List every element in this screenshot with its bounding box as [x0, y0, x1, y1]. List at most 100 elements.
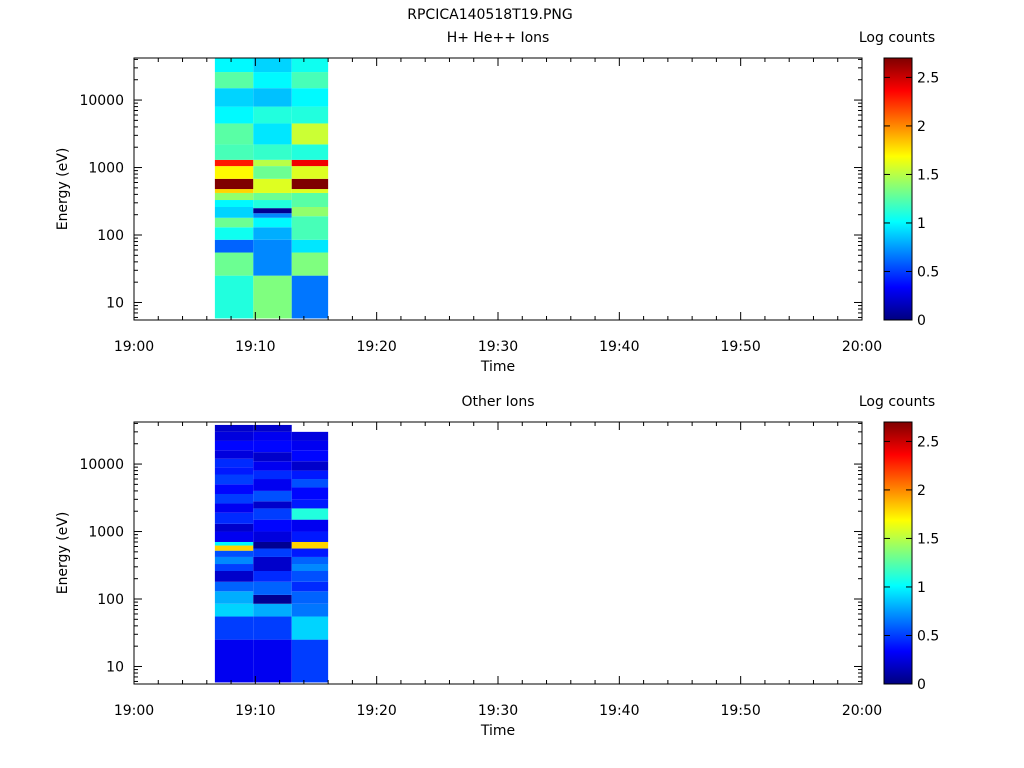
heatmap-cell-c2-b7	[253, 200, 292, 209]
x-axis-label: Time	[480, 723, 515, 739]
heatmap-cell-c3-b13	[291, 508, 329, 520]
x-tick-label: 19:20	[356, 703, 396, 719]
heatmap-cell-c2-b20	[253, 431, 292, 441]
x-tick-label: 20:00	[842, 339, 882, 355]
heatmap-cell-c1-b12	[214, 159, 254, 167]
heatmap-cell-c2-b15	[253, 88, 292, 107]
y-tick-label: 10000	[79, 93, 124, 109]
y-tick-label: 1000	[88, 161, 124, 177]
heatmap-cell-c3-b17	[291, 470, 329, 480]
heatmap-cell-c3-b18	[291, 461, 329, 471]
heatmap-cell-c2-b19	[253, 440, 292, 453]
heatmap-cell-c2-b15	[253, 479, 292, 491]
heatmap-cell-c1-b5	[214, 217, 254, 228]
y-axis-label: Energy (eV)	[55, 512, 71, 595]
x-tick-label: 19:30	[478, 703, 518, 719]
colorbar-tick-label: 0.5	[917, 628, 939, 644]
heatmap-cell-c1-b17	[214, 72, 254, 89]
heatmap-cell-c1-b16	[214, 493, 254, 504]
plot-title: H+ He++ Ions	[447, 30, 550, 46]
heatmap-cell-c3-b1	[291, 275, 329, 319]
heatmap-cell-c1-b9	[214, 550, 254, 557]
heatmap-cell-c3-b14	[291, 499, 329, 509]
colorbar: 0 0.5 1 1.5 2 2.5 Log counts	[859, 30, 939, 329]
colorbar-tick-label: 1.5	[917, 167, 939, 183]
heatmap-cell-c1-b1	[214, 275, 254, 319]
colorbar-gradient	[883, 421, 913, 685]
heatmap-cell-c1-b2	[214, 616, 254, 640]
heatmap-cell-c3-b5	[291, 207, 329, 217]
heatmap-cell-c1-b13	[214, 144, 254, 160]
heatmap-cell-c1-b22	[214, 440, 254, 451]
heatmap-cell-c2-b18	[253, 452, 292, 462]
x-tick-label: 19:00	[114, 703, 154, 719]
y-tick-label: 10	[106, 659, 124, 675]
x-tick-label: 19:20	[356, 339, 396, 355]
heatmap-cell-c3-b1	[291, 639, 329, 683]
x-tick-label: 19:10	[235, 339, 275, 355]
heatmap-cell-c3-b8	[291, 178, 329, 190]
heatmap-cell-c2-b3	[253, 227, 292, 240]
heatmap-cell-c1-b1	[214, 639, 254, 683]
panel-2: 19:00 19:10 19:20 19:30 19:40 19:50 20:0010100…	[55, 394, 939, 739]
heatmap-cell-c3-b2	[291, 252, 329, 276]
x-tick-label: 19:40	[599, 339, 639, 355]
heatmap-cell-c3-b7	[291, 564, 329, 572]
heatmap-cell-c3-b20	[291, 440, 329, 451]
x-tick-label: 19:00	[114, 339, 154, 355]
heatmap-cell-c2-b12	[253, 508, 292, 520]
heatmap-cell-c1-b7	[214, 200, 254, 208]
heatmap-cell-c3-b5	[291, 581, 329, 592]
heatmap-cell-c2-b8	[253, 192, 292, 201]
heatmap-cell-c3-b8	[291, 556, 329, 565]
heatmap-cell-c1-b8	[214, 192, 254, 201]
heatmap-cell-c2-b2	[253, 239, 292, 276]
heatmap-cell-c1-b11	[214, 541, 254, 546]
heatmap-cell-c1-b2	[214, 252, 254, 276]
heatmap-cell-c3-b2	[291, 616, 329, 640]
colorbar-tick-label: 2.5	[917, 70, 939, 86]
x-axis-label: Time	[480, 359, 515, 375]
colorbar-tick-label: 1	[917, 216, 926, 232]
heatmap-cell-c3-b15	[291, 72, 329, 89]
heatmap-cell-c1-b3	[214, 603, 254, 617]
x-tick-label: 19:30	[478, 339, 518, 355]
colorbar-tick-label: 1.5	[917, 531, 939, 547]
colorbar-tick-label: 2	[917, 119, 926, 135]
heatmap-cell-c3-b4	[291, 591, 329, 604]
heatmap-cell-c1-b10	[214, 178, 254, 190]
heatmap-cell-c2-b11	[253, 519, 292, 532]
x-tick-label: 19:50	[720, 703, 760, 719]
heatmap-cell-c1-b18	[214, 58, 254, 73]
heatmap-cell-c2-b17	[253, 58, 292, 73]
heatmap-cell-c1-b4	[214, 591, 254, 604]
heatmap-cell-c1-b10	[214, 545, 254, 551]
y-tick-label: 100	[97, 228, 124, 244]
heatmap-cell-c1-b12	[214, 531, 254, 542]
heatmap-cell-c1-b24	[214, 424, 254, 432]
x-tick-label: 19:10	[235, 703, 275, 719]
heatmap-cell-c2-b6	[253, 208, 292, 214]
heatmap-cell-c1-b19	[214, 467, 254, 475]
heatmap-cell-c2-b17	[253, 461, 292, 471]
heatmap-cell-c3-b10	[291, 159, 329, 167]
heatmap-cell-c3-b7	[291, 189, 329, 193]
heatmap-cell-c1-b23	[214, 431, 254, 441]
heatmap-cell-c1-b17	[214, 484, 254, 494]
heatmap-cell-c1-b14	[214, 123, 254, 145]
heatmap-cell-c2-b4	[253, 594, 292, 604]
heatmap-cell-c2-b16	[253, 470, 292, 480]
heatmap-cell-c1-b15	[214, 106, 254, 124]
colorbar-gradient	[883, 57, 913, 321]
heatmap-cell-c2-b3	[253, 603, 292, 617]
x-tick-label: 19:40	[599, 703, 639, 719]
heatmap-cell-c3-b19	[291, 450, 329, 462]
colorbar-tick-label: 2.5	[917, 434, 939, 450]
y-tick-label: 10000	[79, 457, 124, 473]
colorbar-tick-label: 1	[917, 580, 926, 596]
heatmap-cell-c2-b1	[253, 275, 292, 319]
heatmap-cell-c3-b6	[291, 192, 329, 208]
heatmap-cell-c1-b11	[214, 166, 254, 179]
heatmap-cell-c3-b13	[291, 106, 329, 124]
